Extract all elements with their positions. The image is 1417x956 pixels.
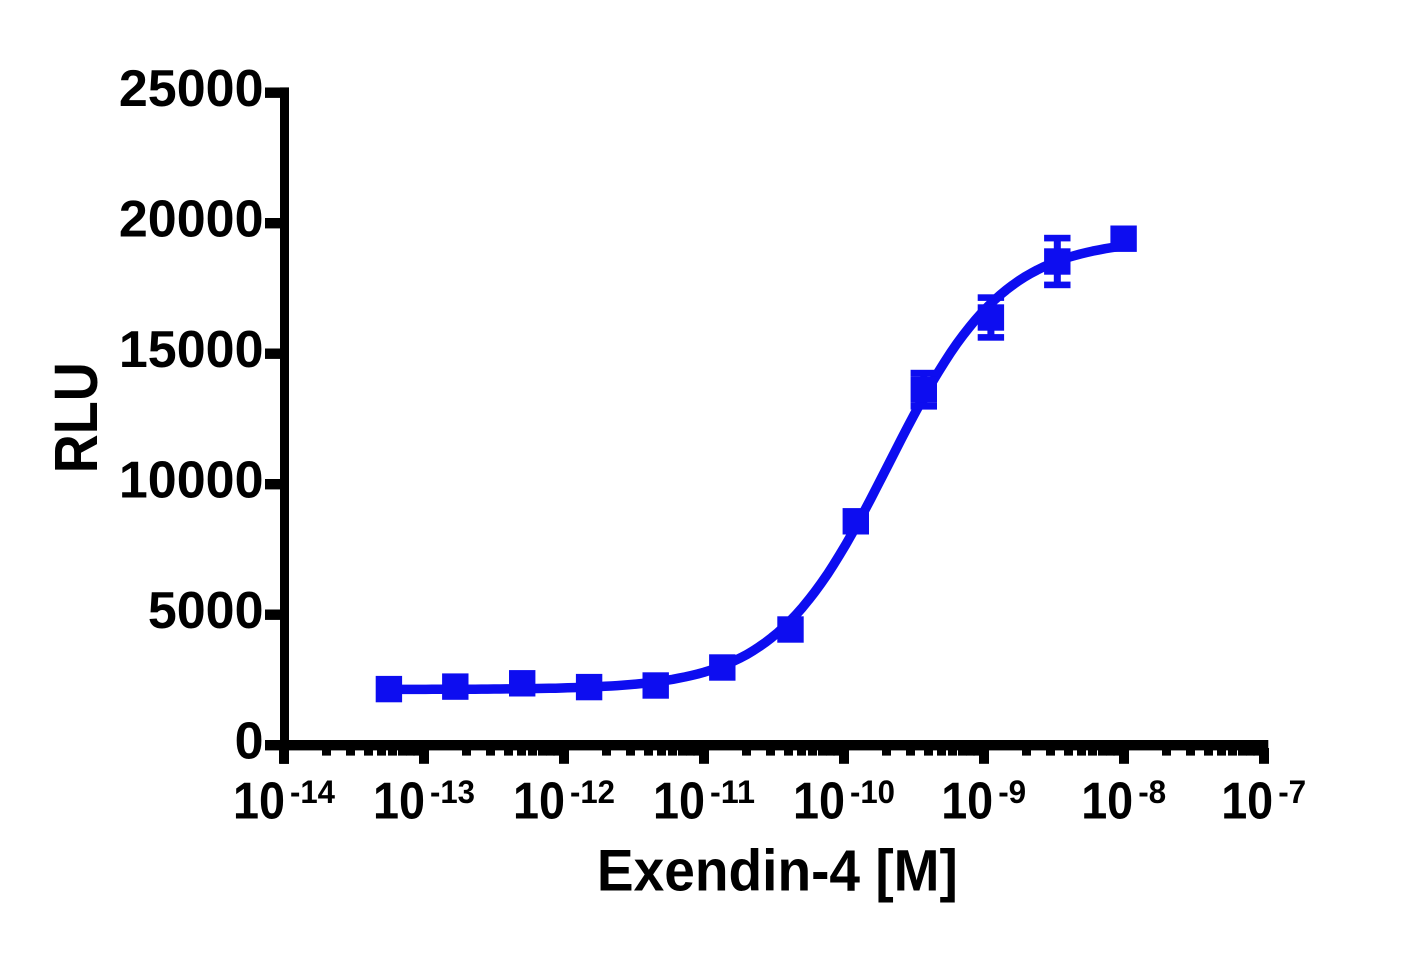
svg-text:Exendin-4 [M]: Exendin-4 [M]	[597, 839, 958, 904]
svg-text:10: 10	[941, 773, 993, 831]
svg-text:-14: -14	[290, 774, 335, 810]
svg-text:10: 10	[373, 773, 425, 831]
svg-text:-11: -11	[710, 774, 755, 810]
svg-text:10: 10	[1221, 773, 1273, 831]
svg-text:10: 10	[513, 773, 565, 831]
svg-text:RLU: RLU	[42, 362, 110, 473]
svg-text:-7: -7	[1278, 774, 1306, 810]
svg-text:0: 0	[235, 713, 264, 771]
svg-text:5000: 5000	[148, 582, 264, 640]
svg-text:10: 10	[233, 773, 285, 831]
svg-text:25000: 25000	[119, 60, 264, 118]
svg-text:10: 10	[653, 773, 705, 831]
svg-text:10: 10	[793, 773, 845, 831]
svg-text:-9: -9	[998, 774, 1026, 810]
svg-text:10000: 10000	[119, 452, 264, 510]
svg-text:-8: -8	[1138, 774, 1166, 810]
svg-text:-10: -10	[850, 774, 895, 810]
svg-text:-12: -12	[570, 774, 615, 810]
svg-text:10: 10	[1081, 773, 1133, 831]
svg-text:20000: 20000	[119, 191, 264, 249]
svg-text:15000: 15000	[119, 321, 264, 379]
svg-text:-13: -13	[430, 774, 475, 810]
